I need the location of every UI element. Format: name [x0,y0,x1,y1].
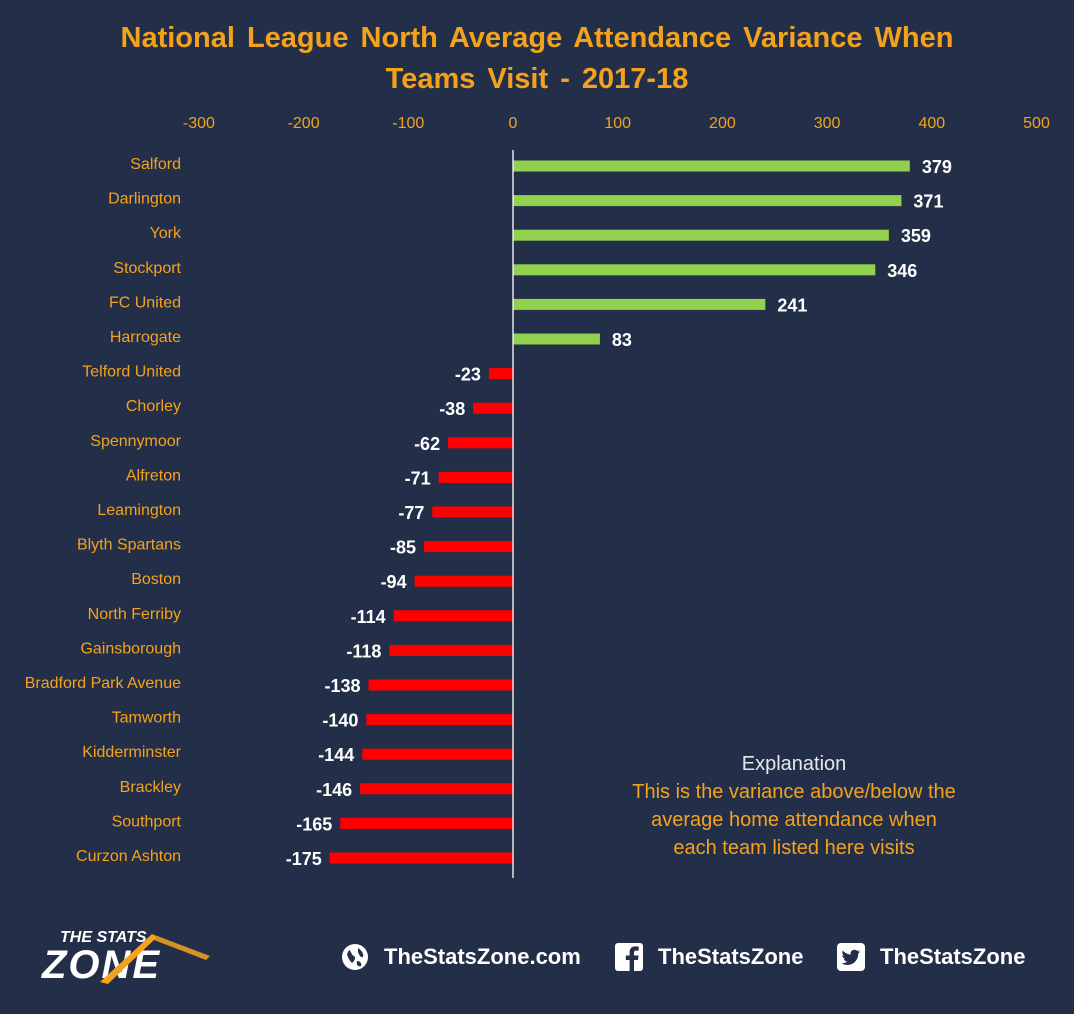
bar [432,506,513,518]
bar [329,852,513,864]
facebook-link[interactable]: TheStatsZone [614,942,803,972]
category-label: Brackley [120,779,181,796]
chart-title-line2: Teams Visit - 2017-18 [385,63,689,95]
explanation-line2: average home attendance when [651,809,937,831]
twitter-link[interactable]: TheStatsZone [836,942,1025,972]
website-link[interactable]: TheStatsZone.com [340,942,581,972]
footer: THE STATS ZONE TheStatsZone.com TheStats… [0,922,1074,1002]
chart-title: National League North Average Attendance… [0,18,1074,100]
data-label: -62 [414,434,440,454]
category-label: Curzon Ashton [76,848,181,865]
data-label: 371 [913,192,943,212]
data-label: -77 [398,503,424,523]
category-label: Chorley [126,398,181,415]
category-label: Stockport [113,260,181,277]
x-tick-label: -300 [183,115,215,132]
category-label: Telford United [82,364,181,381]
category-label: Blyth Spartans [77,537,181,554]
category-label: FC United [109,294,181,311]
data-label: -94 [381,572,407,592]
category-label: Bradford Park Avenue [25,675,181,692]
website-label: TheStatsZone.com [384,944,581,969]
data-label: -144 [318,745,354,765]
data-label: -23 [455,365,481,385]
data-label: -165 [296,814,332,834]
bar [513,298,766,310]
category-label: York [150,225,182,242]
explanation-box: Explanation This is the variance above/b… [600,750,988,862]
stats-zone-logo: THE STATS ZONE [41,929,210,987]
category-label: Alfreton [126,467,181,484]
category-label: Tamworth [112,710,181,727]
data-label: -114 [351,607,386,627]
bar [340,817,513,829]
bar [448,437,513,449]
category-label: Southport [112,813,182,830]
category-label: Spennymoor [90,433,181,450]
x-tick-label: 300 [814,115,841,132]
data-label: 359 [901,226,931,246]
bar [488,368,513,380]
data-label: 241 [777,295,807,315]
x-tick-label: 200 [709,115,736,132]
globe-icon [342,944,368,970]
category-label: Salford [130,156,181,173]
chart-title-line1: National League North Average Attendance… [120,22,954,54]
bar [414,575,513,587]
bar [360,783,513,795]
x-tick-label: 500 [1023,115,1050,132]
category-label: Darlington [108,191,181,208]
data-label: -85 [390,538,416,558]
category-label: Harrogate [110,329,181,346]
x-tick-label: -200 [288,115,320,132]
data-label: 83 [612,330,632,350]
category-label: Kidderminster [82,744,181,761]
bar-chart: -300 -200 -100 0 100 200 300 400 500 Salford 379 Da… [25,115,1050,878]
category-label: Gainsborough [80,640,181,657]
facebook-icon [615,943,643,972]
bar [513,264,876,276]
x-tick-label: 400 [918,115,945,132]
category-label: Leamington [97,502,181,519]
explanation-line3: each team listed here visits [673,837,915,859]
category-label: Boston [131,571,181,588]
data-label: 346 [887,261,917,281]
logo-line1: THE STATS [60,929,147,946]
data-label: 379 [922,157,952,177]
bar [513,160,910,172]
data-label: -38 [439,399,465,419]
bar [366,714,513,726]
bar [424,541,513,553]
data-label: -71 [405,468,431,488]
twitter-label: TheStatsZone [880,944,1026,969]
x-tick-label: 0 [509,115,518,132]
data-label: -140 [322,711,358,731]
bar [438,471,513,483]
data-label: -138 [324,676,360,696]
x-tick-label: -100 [392,115,424,132]
explanation-line1: This is the variance above/below the [632,781,956,803]
bar [473,402,513,414]
facebook-label: TheStatsZone [658,944,804,969]
data-label: -146 [316,780,352,800]
bar [513,229,889,241]
category-label: North Ferriby [88,606,181,623]
twitter-icon [837,943,865,971]
bar [513,195,902,207]
data-label: -118 [346,641,381,661]
x-tick-label: 100 [604,115,631,132]
explanation-heading: Explanation [741,753,847,775]
bar [389,644,513,656]
bar [362,748,513,760]
bar [368,679,513,691]
logo-swoosh [100,934,156,984]
bar [393,610,513,622]
data-label: -175 [286,849,322,869]
bar [513,333,600,345]
